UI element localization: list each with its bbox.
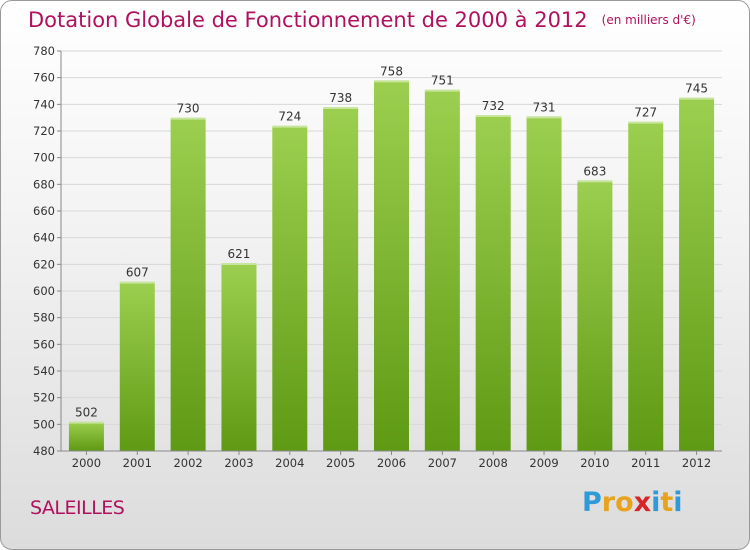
logo-letter: o: [615, 487, 634, 518]
bar-value-label: 683: [583, 164, 606, 178]
y-tick-label: 780: [33, 44, 55, 58]
y-tick-label: 740: [33, 97, 55, 111]
bar-highlight: [424, 89, 460, 92]
chart-title: Dotation Globale de Fonctionnement de 20…: [28, 8, 696, 32]
bar-2011: [628, 121, 664, 452]
x-tick-label: 2003: [224, 456, 253, 470]
bar-value-label: 731: [533, 100, 556, 114]
bar-value-label: 758: [380, 64, 403, 78]
y-tick-label: 600: [33, 284, 55, 298]
y-tick-label: 660: [33, 204, 55, 218]
x-tick-label: 2005: [326, 456, 355, 470]
y-tick-label: 620: [33, 257, 55, 271]
bar-2006: [374, 80, 409, 451]
commune-name: SALEILLES: [30, 497, 125, 519]
y-tick-label: 700: [33, 151, 55, 165]
logo-letter: r: [601, 487, 616, 518]
bar-2002: [170, 117, 206, 452]
proxiti-logo: Proxiti: [582, 487, 683, 518]
bar-value-label: 732: [482, 99, 505, 113]
bar-2004: [272, 125, 308, 452]
bar-highlight: [272, 125, 308, 128]
bar-highlight: [170, 117, 206, 120]
x-tick-label: 2010: [580, 456, 609, 470]
bar-2001: [119, 281, 155, 451]
bar-value-label: 730: [177, 102, 200, 116]
bar-highlight: [628, 121, 664, 124]
x-tick-label: 2008: [479, 456, 508, 470]
bar-2005: [323, 107, 359, 451]
x-tick-label: 2000: [72, 456, 101, 470]
bar-highlight: [374, 80, 409, 83]
bar-value-label: 738: [329, 91, 352, 105]
x-tick-label: 2011: [631, 456, 660, 470]
bar-highlight: [526, 116, 562, 119]
bar-value-label: 724: [278, 110, 301, 124]
bar-value-label: 745: [685, 82, 708, 96]
bar-2007: [424, 89, 460, 452]
bar-value-label: 621: [228, 247, 251, 261]
x-tick-label: 2004: [275, 456, 304, 470]
logo-letter: i: [673, 487, 683, 518]
axes: 480 500 520 540 560 580 600 620 640 660 680 700 720 7…: [33, 44, 722, 470]
x-tick-label: 2006: [377, 456, 406, 470]
title-text: Dotation Globale de Fonctionnement de 20…: [28, 8, 588, 32]
bar-highlight: [577, 180, 613, 183]
y-tick-label: 540: [33, 364, 55, 378]
bar-2000: [68, 421, 104, 451]
bar-value-label: 727: [634, 106, 657, 120]
y-tick-label: 680: [33, 177, 55, 191]
logo-letter: x: [633, 487, 652, 518]
bar-highlight: [119, 281, 155, 284]
logo-letter: t: [660, 487, 674, 518]
logo-letter: P: [582, 487, 602, 518]
y-tick-label: 720: [33, 124, 55, 138]
y-tick-label: 480: [33, 444, 55, 458]
x-tick-label: 2002: [173, 456, 202, 470]
bar-2003: [221, 263, 257, 451]
logo-letter: i: [651, 487, 661, 518]
bar-highlight: [68, 421, 104, 424]
bar-highlight: [323, 107, 359, 109]
y-tick-label: 500: [33, 417, 55, 431]
x-tick-label: 2012: [682, 456, 711, 470]
bar-highlight: [221, 263, 257, 265]
x-tick-label: 2007: [428, 456, 457, 470]
bar-highlight: [475, 115, 511, 117]
bars: 502 607 730 621 724 738 758 751 732 731 683 727 745: [68, 64, 715, 452]
bar-highlight: [679, 97, 715, 100]
bar-value-label: 607: [126, 266, 149, 280]
bar-2008: [475, 115, 511, 451]
title-unit: (en milliers d'€): [601, 13, 696, 27]
bar-2010: [577, 180, 613, 452]
bar-2012: [679, 97, 715, 452]
y-tick-label: 640: [33, 231, 55, 245]
bar-value-label: 502: [75, 406, 98, 420]
x-tick-label: 2001: [123, 456, 152, 470]
bar-2009: [526, 116, 562, 451]
y-tick-label: 520: [33, 391, 55, 405]
x-tick-label: 2009: [529, 456, 558, 470]
y-tick-label: 580: [33, 311, 55, 325]
bar-value-label: 751: [431, 74, 454, 88]
y-tick-label: 760: [33, 71, 55, 85]
y-tick-label: 560: [33, 337, 55, 351]
